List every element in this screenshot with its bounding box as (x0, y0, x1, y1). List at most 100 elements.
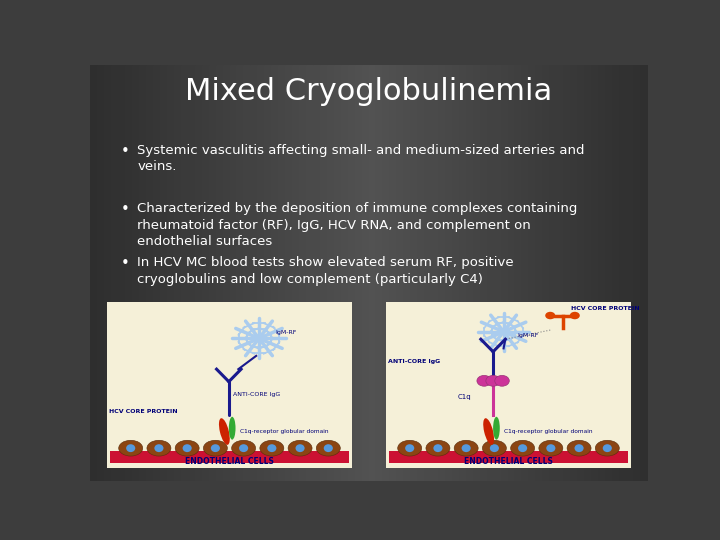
Bar (90, 117, 648, 122)
Bar (418, 65, 425, 481)
Bar (90, 325, 648, 330)
Bar (90, 288, 648, 294)
Bar (300, 65, 306, 481)
Ellipse shape (232, 440, 256, 456)
Bar (90, 158, 648, 164)
Bar (90, 314, 648, 320)
Bar (90, 252, 648, 257)
Bar (160, 65, 167, 481)
Bar (90, 366, 648, 372)
Bar (174, 65, 181, 481)
Bar (474, 65, 481, 481)
Bar (411, 65, 418, 481)
Bar (285, 65, 292, 481)
Text: IgM-RF: IgM-RF (276, 329, 297, 335)
Bar (90, 257, 648, 262)
Text: IgM-RF: IgM-RF (518, 333, 539, 339)
Bar (90, 247, 648, 252)
Bar (90, 346, 648, 350)
Ellipse shape (219, 418, 230, 445)
Bar (90, 184, 648, 190)
Bar (313, 65, 320, 481)
Bar (90, 392, 648, 397)
Bar (279, 65, 285, 481)
Text: Characterized by the deposition of immune complexes containing
rheumatoid factor: Characterized by the deposition of immun… (138, 202, 578, 248)
Bar (613, 65, 620, 481)
Bar (209, 65, 215, 481)
Bar (243, 65, 251, 481)
Bar (390, 65, 397, 481)
Bar (446, 65, 453, 481)
Bar (90, 408, 648, 413)
Text: Mixed Cryoglobulinemia: Mixed Cryoglobulinemia (185, 77, 553, 106)
Bar (188, 65, 194, 481)
Bar (453, 65, 459, 481)
Ellipse shape (510, 440, 535, 456)
Bar (376, 65, 383, 481)
Bar (90, 423, 648, 429)
Ellipse shape (603, 444, 612, 452)
Text: C1q-receptor globular domain: C1q-receptor globular domain (240, 429, 328, 434)
Ellipse shape (493, 417, 500, 440)
Ellipse shape (397, 440, 422, 456)
Bar (90, 65, 97, 481)
Ellipse shape (539, 440, 563, 456)
Bar (251, 65, 258, 481)
Text: HCV CORE PROTEIN: HCV CORE PROTEIN (109, 409, 178, 414)
Text: In HCV MC blood tests show elevated serum RF, positive
cryoglobulins and low com: In HCV MC blood tests show elevated seru… (138, 256, 514, 286)
Text: C1q-receptor globular domain: C1q-receptor globular domain (504, 429, 593, 434)
Text: •: • (121, 256, 130, 271)
Bar (181, 65, 188, 481)
Ellipse shape (211, 444, 220, 452)
Bar (90, 215, 648, 221)
Text: Systemic vasculitis affecting small- and medium-sized arteries and
veins.: Systemic vasculitis affecting small- and… (138, 144, 585, 173)
Bar (90, 434, 648, 439)
Bar (397, 65, 404, 481)
Bar (90, 106, 648, 112)
Bar (362, 65, 369, 481)
Bar (264, 65, 271, 481)
Ellipse shape (239, 444, 248, 452)
Bar (90, 143, 648, 148)
Bar (230, 65, 236, 481)
Ellipse shape (324, 444, 333, 452)
Ellipse shape (203, 440, 228, 456)
Ellipse shape (154, 444, 163, 452)
Bar (438, 65, 446, 481)
Bar (153, 65, 160, 481)
Bar (97, 65, 104, 481)
Bar (222, 65, 230, 481)
Bar (125, 65, 132, 481)
Bar (145, 65, 153, 481)
Bar (90, 127, 648, 132)
Bar (90, 153, 648, 158)
Bar (585, 65, 592, 481)
Bar (90, 372, 648, 377)
Bar (90, 190, 648, 195)
Bar (516, 65, 523, 481)
Bar (641, 65, 648, 481)
Ellipse shape (454, 440, 478, 456)
Ellipse shape (405, 444, 414, 452)
Ellipse shape (567, 440, 591, 456)
Bar (90, 70, 648, 75)
Bar (90, 340, 648, 346)
Bar (90, 85, 648, 91)
Circle shape (495, 375, 509, 386)
Bar (432, 65, 438, 481)
Bar (327, 65, 334, 481)
Bar (564, 65, 571, 481)
Bar (90, 309, 648, 314)
Bar (90, 101, 648, 106)
Bar (271, 65, 279, 481)
Text: HCV CORE PROTEIN: HCV CORE PROTEIN (571, 306, 639, 311)
Bar (627, 65, 634, 481)
Bar (90, 164, 648, 168)
Bar (90, 403, 648, 408)
Bar (578, 65, 585, 481)
Bar (90, 465, 648, 470)
Circle shape (545, 312, 555, 319)
Bar (90, 96, 648, 101)
Ellipse shape (147, 440, 171, 456)
Bar (571, 65, 578, 481)
